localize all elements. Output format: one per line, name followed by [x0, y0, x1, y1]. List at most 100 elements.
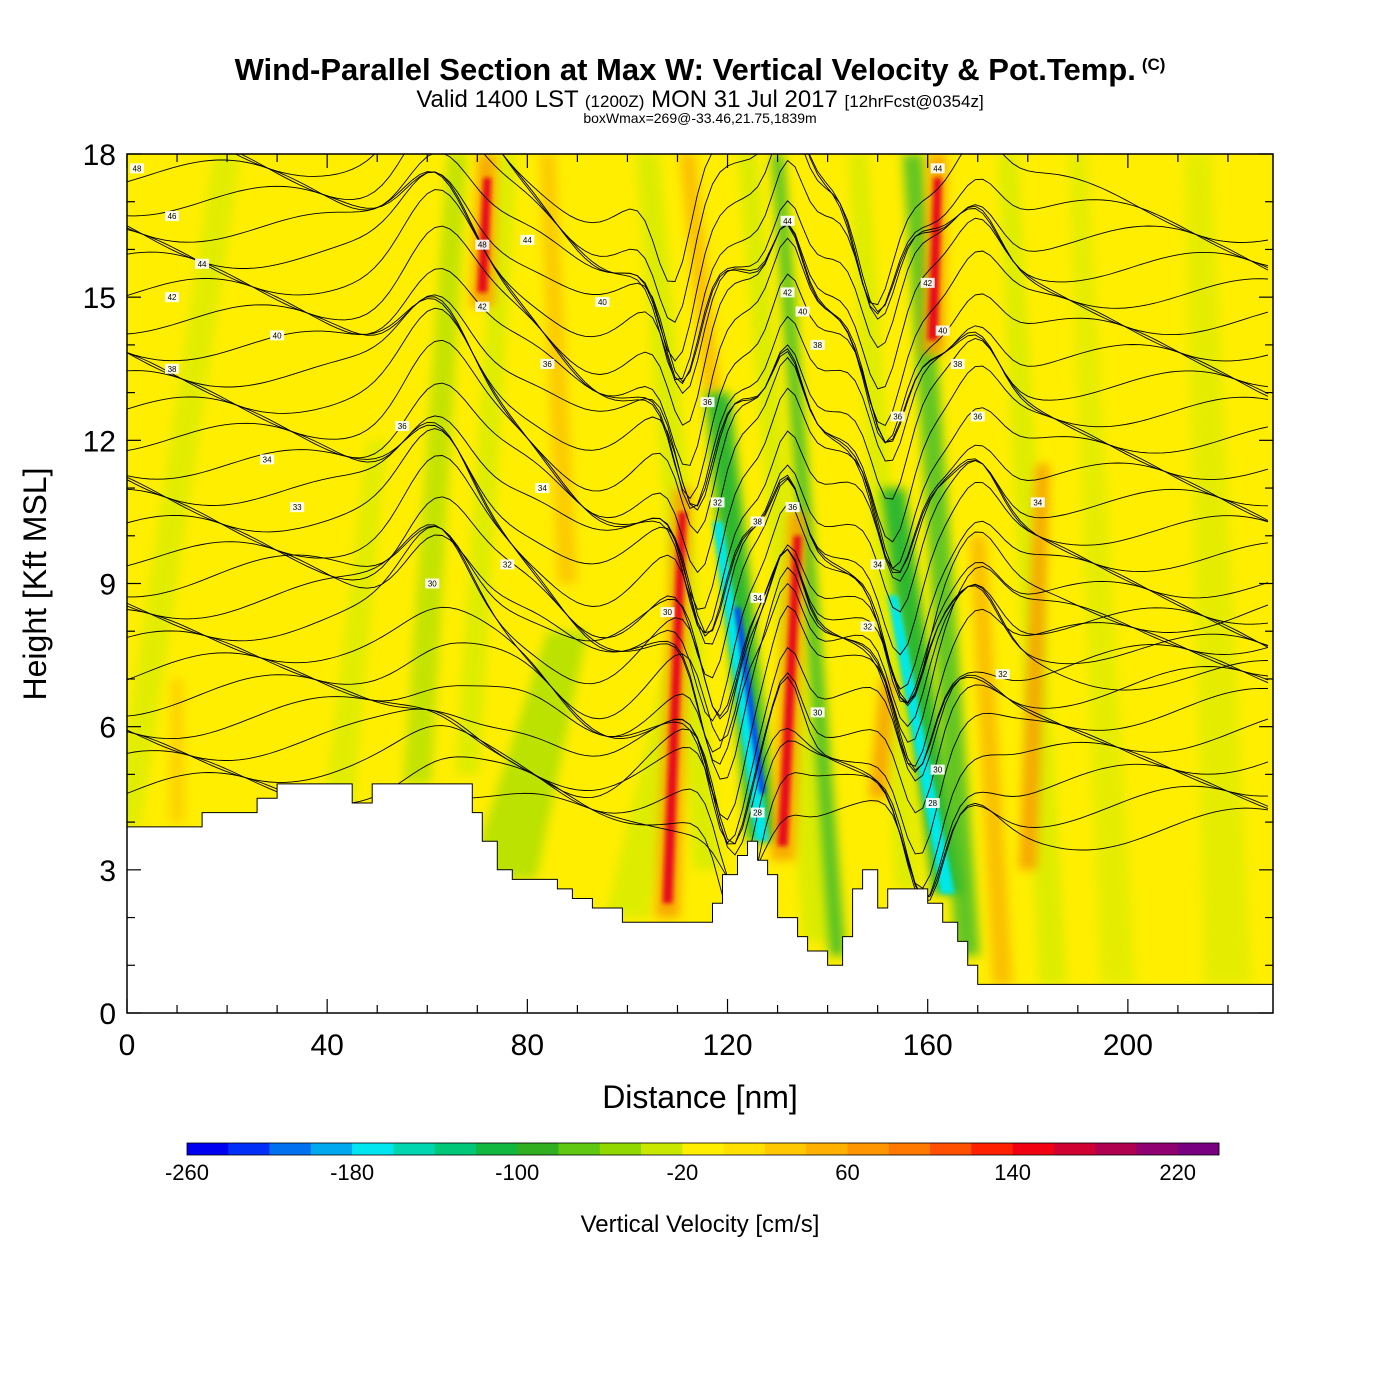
contour-label-22: 36 [788, 503, 797, 512]
colorbar-swatch-16 [806, 1143, 848, 1155]
y-tick-label-18: 18 [83, 139, 116, 172]
colorbar-title: Vertical Velocity [cm/s] [581, 1211, 820, 1238]
contour-label-bg-32 [890, 411, 905, 422]
contour-label-23: 34 [753, 594, 762, 603]
contour-label-19: 32 [713, 498, 722, 507]
contour-label-29: 30 [813, 708, 822, 717]
downdraft-1-core [734, 607, 766, 794]
updraft-4-core [927, 177, 942, 341]
colorbar-swatch-21 [1012, 1143, 1055, 1155]
field-band-1 [127, 154, 242, 827]
contour-label-5: 40 [273, 331, 282, 340]
contour-label-14: 40 [598, 298, 607, 307]
updraft-3-core [477, 177, 492, 293]
colorbar-swatch-19 [930, 1143, 972, 1155]
forecast-info: [12hrFcst@0354z] [844, 92, 984, 111]
contour-label-bg-13 [475, 301, 490, 312]
colorbar-swatch-17 [847, 1143, 890, 1155]
x-tick-label-40: 40 [310, 1029, 343, 1062]
contour-label-7: 36 [398, 422, 407, 431]
colorbar-swatch-13 [682, 1143, 724, 1155]
theta-contour-9 [127, 566, 1269, 780]
contour-label-bg-20 [660, 607, 675, 618]
terrain-mask [127, 783, 1273, 1013]
colorbar-label-140: 140 [994, 1160, 1031, 1185]
theta-contour-19 [127, 415, 1269, 637]
contour-label-35: 40 [938, 327, 947, 336]
contour-label-bg-15 [540, 358, 555, 369]
field-band-10 [847, 154, 920, 889]
contour-label-bg-17 [500, 559, 515, 570]
colorbar-label--260: -260 [165, 1160, 209, 1185]
theta-contour-28 [127, 189, 1269, 466]
contour-label-bg-33 [930, 163, 945, 174]
x-tick-label-160: 160 [903, 1029, 953, 1062]
colorbar-swatch-10 [558, 1143, 601, 1155]
contour-label-bg-8 [260, 454, 275, 465]
contour-label-39: 32 [998, 670, 1007, 679]
colorbar-swatch-25 [1177, 1143, 1220, 1155]
theta-contour-4 [127, 708, 1268, 889]
contour-label-25: 44 [783, 217, 792, 226]
contour-label-bg-2 [165, 211, 180, 222]
contour-label-2: 46 [168, 212, 177, 221]
contour-label-bg-38 [1030, 497, 1045, 508]
colorbar-swatch-12 [641, 1143, 683, 1155]
contour-label-38: 34 [1033, 498, 1042, 507]
colorbar-swatch-2 [228, 1143, 270, 1155]
contour-label-bg-30 [860, 621, 875, 632]
colorbar-swatch-11 [599, 1143, 642, 1155]
contour-label-bg-41 [925, 798, 940, 809]
contour-label-15: 36 [543, 360, 552, 369]
field-band-11 [902, 154, 980, 956]
contour-label-bg-34 [920, 277, 935, 288]
contour-label-bg-29 [810, 707, 825, 718]
colorbar-swatch-24 [1136, 1143, 1179, 1155]
contour-label-24: 28 [753, 809, 762, 818]
contour-label-13: 42 [478, 303, 487, 312]
contour-label-bg-1 [130, 163, 145, 174]
contour-label-bg-40 [930, 764, 945, 775]
contour-label-3: 44 [198, 260, 207, 269]
contour-label-bg-19 [710, 497, 725, 508]
contour-label-4: 42 [168, 293, 177, 302]
colorbar-swatch-3 [269, 1143, 312, 1155]
theta-contour-23 [127, 296, 1269, 570]
colorbar-swatch-7 [434, 1143, 477, 1155]
theta-contour-14 [127, 496, 1269, 753]
contour-label-17: 32 [503, 560, 512, 569]
contour-label-bg-10 [425, 578, 440, 589]
contour-label-bg-6 [165, 363, 180, 374]
contour-label-bg-16 [535, 483, 550, 494]
contour-label-bg-4 [165, 292, 180, 303]
contour-label-32: 36 [893, 412, 902, 421]
theta-contour-25 [127, 294, 1269, 507]
theta-contours [127, 154, 1269, 930]
colorbar-label--20: -20 [667, 1160, 699, 1185]
theta-contour-32 [127, 154, 1269, 385]
contour-label-bg-14 [595, 296, 610, 307]
contour-label-26: 42 [783, 288, 792, 297]
y-tick-label-3: 3 [99, 855, 116, 888]
colorbar-swatch-20 [971, 1143, 1013, 1155]
colorbar-swatch-15 [764, 1143, 807, 1155]
colorbar: -260 -180 -100 -20 60 140 220 [165, 1142, 1220, 1185]
contour-label-bg-26 [780, 287, 795, 298]
theta-contour-3 [127, 725, 1269, 903]
field-band-13 [1067, 154, 1136, 985]
contour-label-bg-23 [750, 592, 765, 603]
colorbar-swatch-9 [517, 1143, 559, 1155]
theta-contour-8 [127, 605, 1269, 821]
theta-contour-10 [127, 525, 1269, 767]
theta-contour-36 [501, 154, 1269, 306]
y-tick-label-9: 9 [99, 569, 116, 602]
theta-contour-20 [127, 382, 1269, 634]
colorbar-swatch-14 [723, 1143, 766, 1155]
theta-contour-22 [127, 307, 1269, 574]
contour-label-bg-39 [995, 669, 1010, 680]
theta-contour-21 [127, 339, 1269, 610]
contour-label-6: 38 [168, 365, 177, 374]
updraft-6-outer [1018, 464, 1050, 870]
contour-label-40: 30 [933, 766, 942, 775]
